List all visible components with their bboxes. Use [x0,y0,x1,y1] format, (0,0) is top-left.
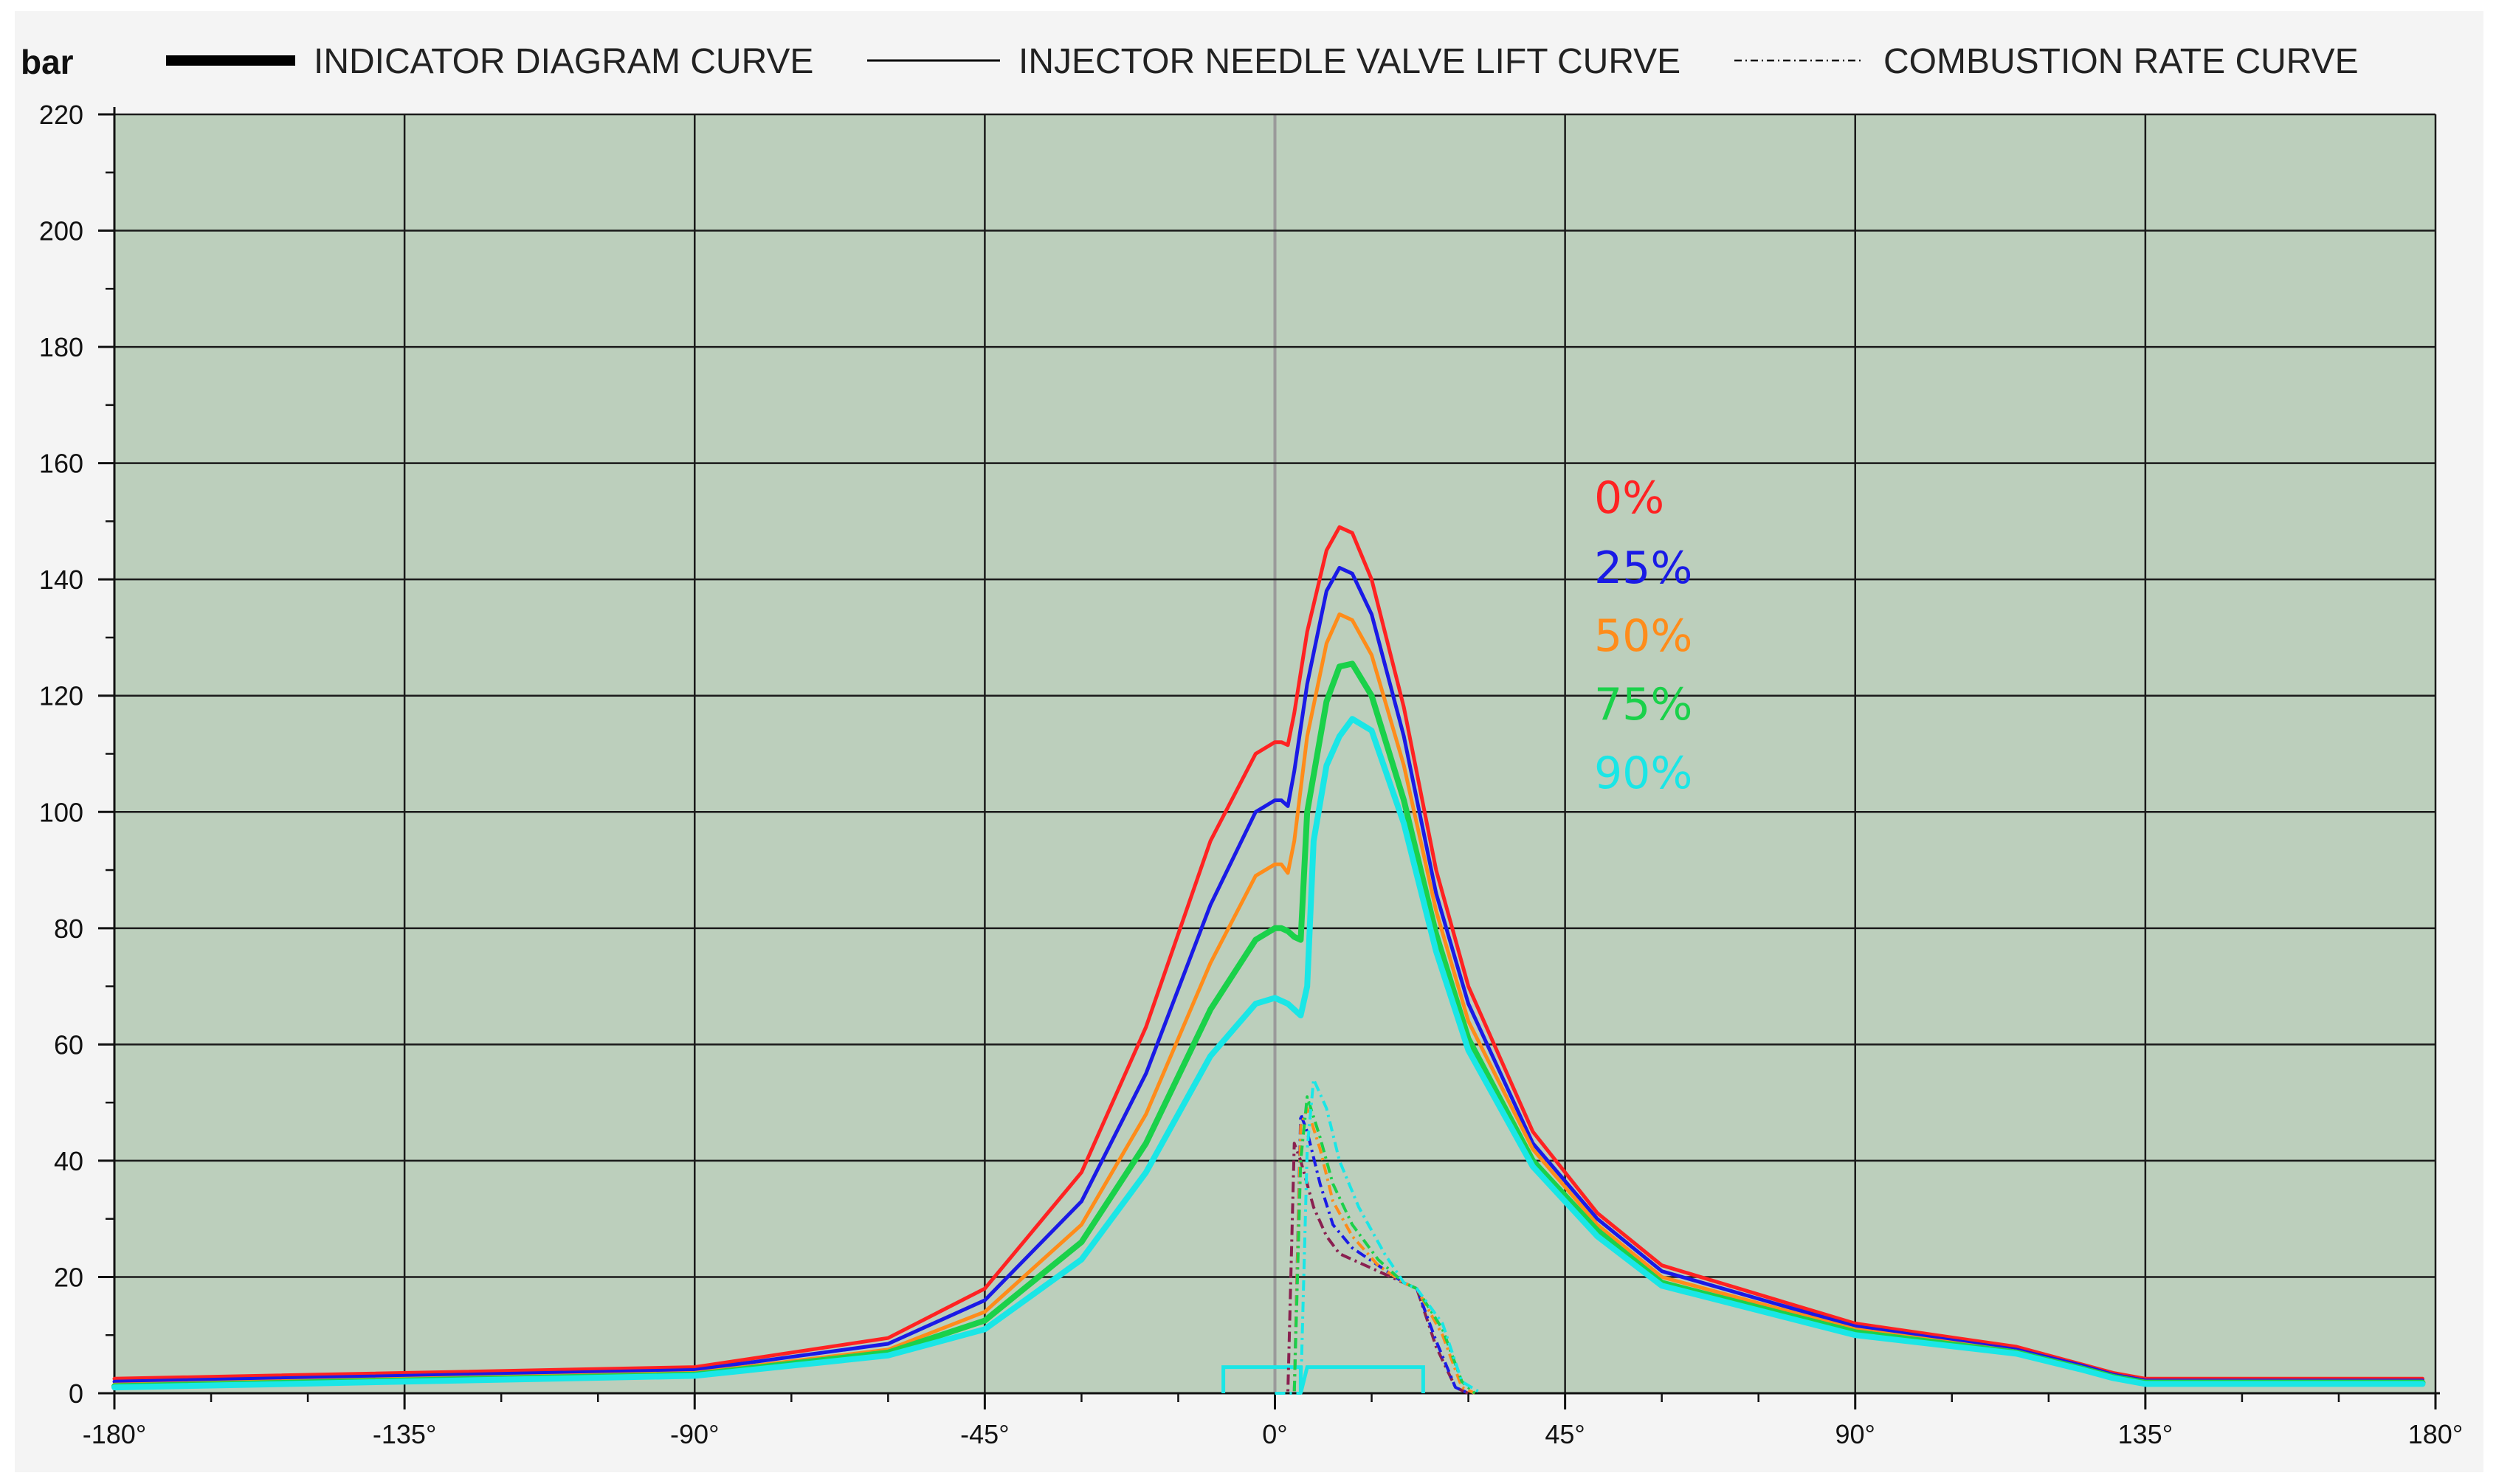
y-unit-label: bar [21,43,74,81]
y-tick-label-2: 40 [54,1146,83,1176]
pressure-line-0 [112,525,2424,1381]
x-tick-label-1: -135° [373,1419,436,1449]
x-tick-label-0: -180° [83,1419,146,1449]
y-tick-label-1: 20 [54,1262,83,1292]
series-label-4: 90% [1594,748,1692,799]
combustion-rate-line-2 [1275,1107,1476,1395]
y-tick-label-11: 220 [39,100,83,130]
y-tick-label-10: 200 [39,216,83,246]
y-tick-label-3: 60 [54,1029,83,1060]
series-label-3: 75% [1594,679,1692,731]
y-tick-label-6: 120 [39,681,83,711]
combustion-rate-line-3 [1275,1095,1476,1395]
legend-label-0: INDICATOR DIAGRAM CURVE [314,42,813,81]
legend-label-1: INJECTOR NEEDLE VALVE LIFT CURVE [1018,42,1680,81]
pressure-line-4 [111,716,2426,1391]
combustion-rate-line-1 [1275,1112,1469,1395]
x-tick-label-2: -90° [670,1419,719,1449]
series-label-2: 50% [1594,610,1692,662]
x-tick-label-6: 90° [1835,1419,1875,1449]
combustion-rate-line-0 [1275,1142,1469,1395]
y-tick-label-9: 180 [39,332,83,362]
x-tick-label-8: 180° [2408,1419,2463,1449]
x-tick-label-3: -45° [960,1419,1009,1449]
x-tick-label-4: 0° [1262,1419,1287,1449]
y-tick-label-8: 160 [39,449,83,479]
y-tick-label-0: 0 [69,1378,83,1409]
legend-label-2: COMBUSTION RATE CURVE [1883,42,2359,81]
y-tick-label-5: 100 [39,797,83,827]
x-tick-label-5: 45° [1545,1419,1585,1449]
series-label-0: 0% [1594,472,1664,524]
y-tick-label-7: 140 [39,565,83,595]
y-tick-label-4: 80 [54,914,83,944]
series-label-1: 25% [1594,542,1692,594]
combustion-rate-line-4 [1275,1077,1483,1395]
pressure-line-1 [112,565,2424,1384]
x-tick-label-7: 135° [2118,1419,2173,1449]
